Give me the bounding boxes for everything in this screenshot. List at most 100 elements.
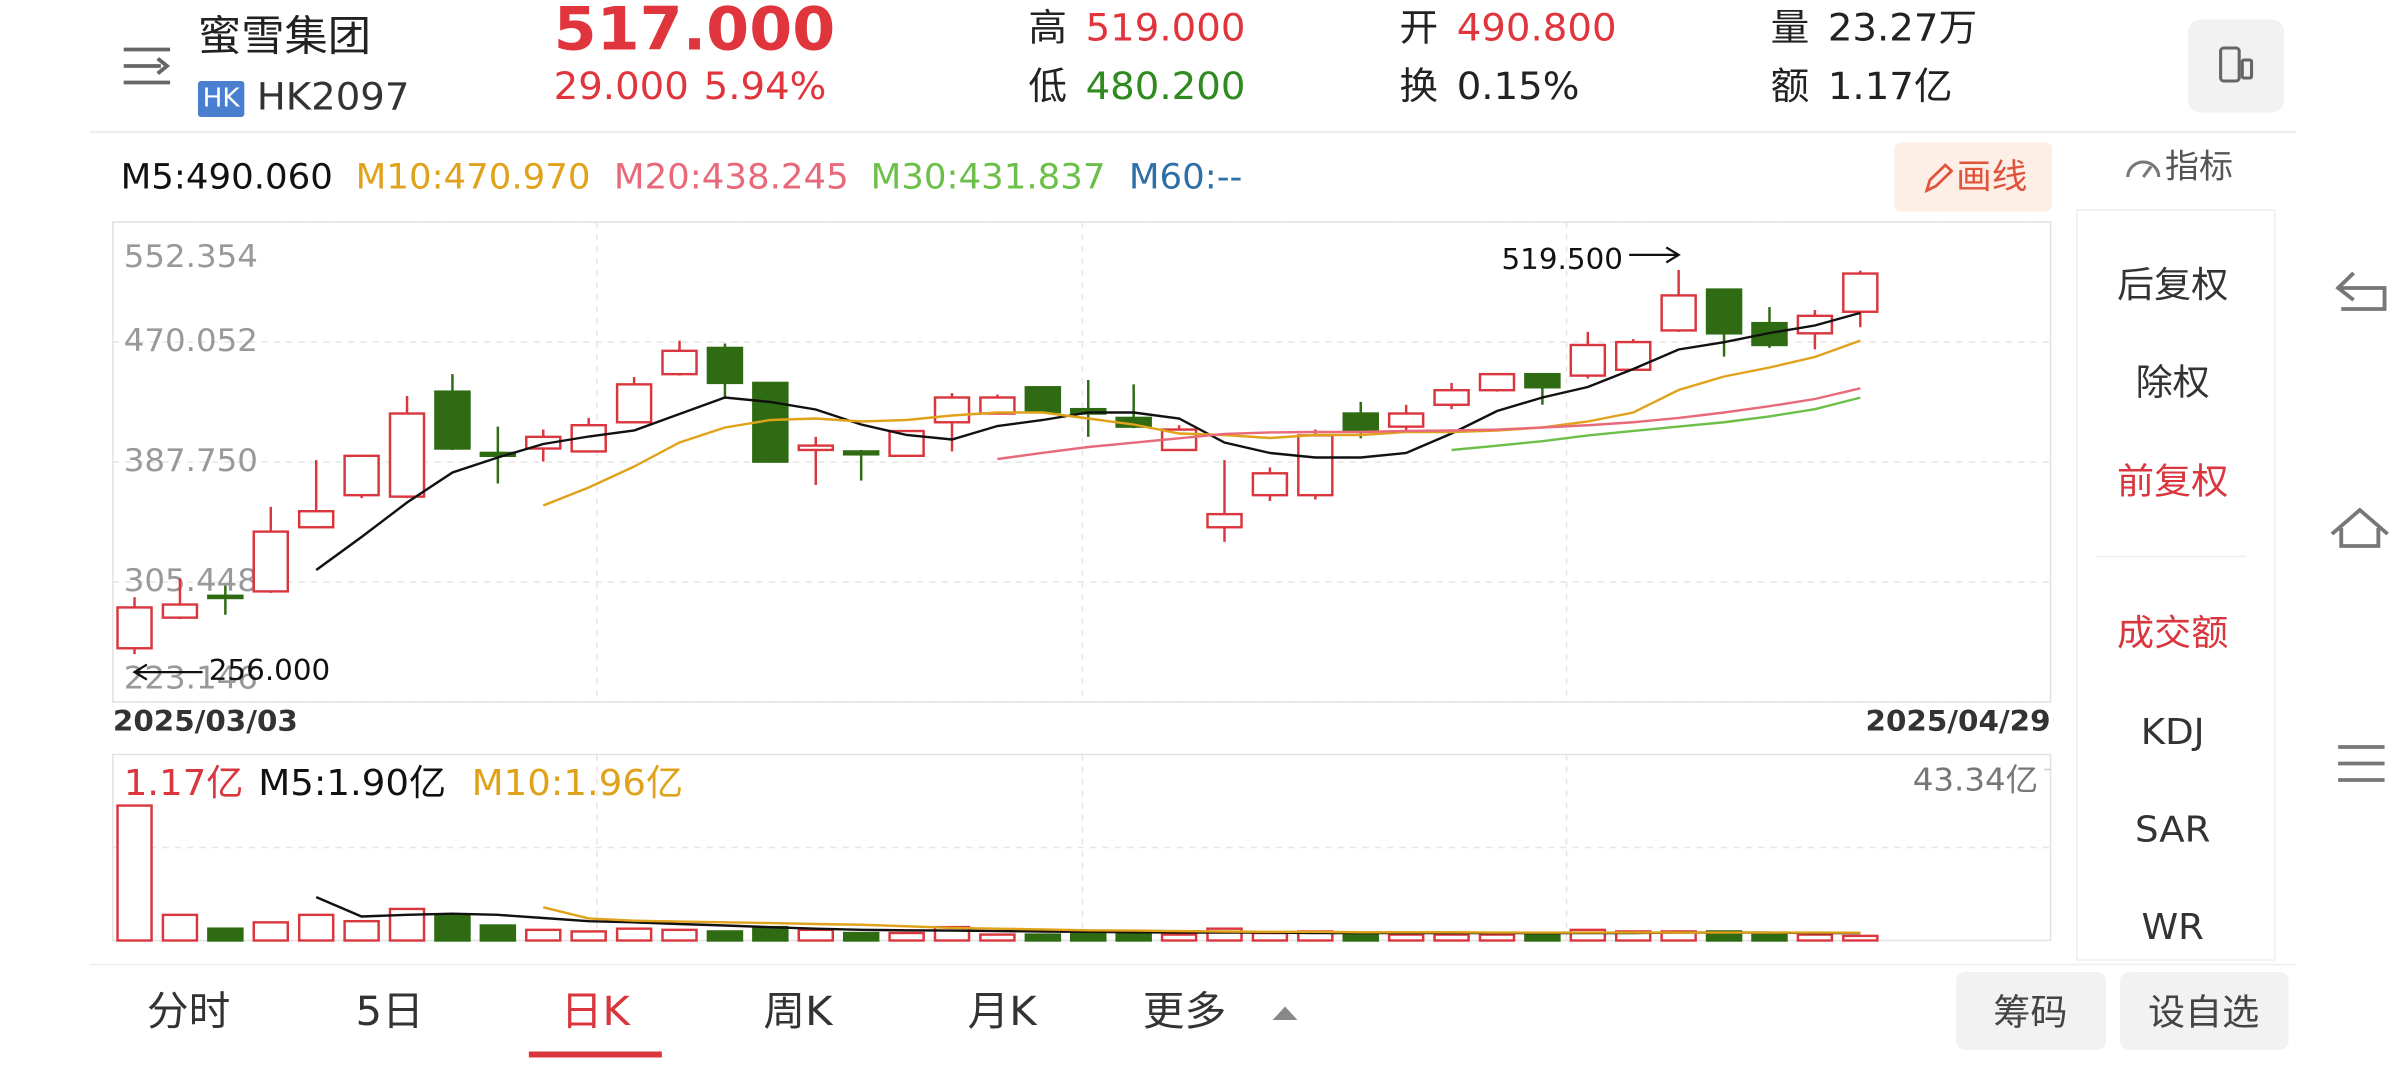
stat-label: 量 <box>1771 6 1810 49</box>
stat-value: 0.15% <box>1457 64 1580 107</box>
ma-legend: M30:431.837 <box>871 157 1106 197</box>
home-icon[interactable] <box>2330 507 2389 548</box>
side-menu-item[interactable]: 除权 <box>2136 361 2210 403</box>
side-menu-item[interactable]: 成交额 <box>2117 611 2228 653</box>
volume-bar <box>116 804 153 942</box>
candle-body <box>1342 412 1379 433</box>
volume-bar <box>1024 933 1062 942</box>
volume-bar <box>752 925 789 942</box>
tab[interactable]: 分时 <box>147 987 231 1034</box>
chip-button[interactable] <box>1956 972 2107 1050</box>
tab[interactable]: 更多 <box>1143 987 1227 1034</box>
ma-legend: M20:438.245 <box>614 157 849 197</box>
chip-button-text: 筹码 <box>1993 991 2067 1033</box>
phone-icon <box>2219 46 2254 83</box>
landscape-button[interactable] <box>2188 19 2285 113</box>
candle-body <box>1387 412 1425 428</box>
volume-bar <box>570 930 607 942</box>
indicator-button[interactable]: 指标 <box>2165 147 2233 185</box>
candle-body <box>661 349 698 376</box>
draw-button-text: 画线 <box>1956 157 2027 197</box>
candle-body <box>1614 340 1652 371</box>
tab[interactable]: 周K <box>763 987 833 1034</box>
volume-bar <box>1070 931 1107 942</box>
gauge-icon <box>2126 160 2161 178</box>
volume-bar <box>1796 933 1834 942</box>
stat-value: 519.000 <box>1086 6 1246 49</box>
side-menu-item[interactable]: 前复权 <box>2117 460 2228 502</box>
pencil-icon <box>1924 163 1954 194</box>
candle-body <box>797 444 835 452</box>
volume-bar <box>1387 933 1425 942</box>
market-badge <box>197 81 245 117</box>
menu-icon[interactable] <box>123 47 171 85</box>
tab-underline <box>528 1051 662 1058</box>
candle-body <box>525 435 562 450</box>
draw-button[interactable] <box>1894 142 2053 212</box>
watchlist-button[interactable] <box>2120 972 2289 1050</box>
stat-label: 高 <box>1028 6 1067 49</box>
volume-ma-line <box>542 906 1861 934</box>
volume-legend: 1.17亿 <box>124 761 244 803</box>
ma-legend: M60:-- <box>1129 157 1243 197</box>
side-menu-item[interactable]: KDJ <box>2141 710 2205 752</box>
candle-body <box>1842 272 1879 313</box>
y-tick-label: 305.448 <box>124 561 258 598</box>
ma-line <box>315 311 1861 571</box>
volume-bar <box>1115 931 1152 942</box>
candle-body <box>343 454 380 497</box>
stat-label: 低 <box>1028 64 1067 107</box>
low-annotation: 256.000 <box>209 653 330 686</box>
y-tick-label: 470.052 <box>124 321 258 358</box>
side-menu-item[interactable]: 后复权 <box>2117 263 2228 305</box>
more-arrow <box>1272 1006 1298 1020</box>
candle-body <box>116 606 153 650</box>
high-arrow <box>1629 246 1681 264</box>
volume-bar <box>252 921 290 942</box>
volume-bar <box>888 931 925 942</box>
start-date: 2025/03/03 <box>113 704 298 737</box>
volume-bar <box>1251 931 1289 942</box>
ma-line <box>542 339 1861 507</box>
back-icon[interactable] <box>2335 271 2387 311</box>
candle-body <box>1206 512 1243 529</box>
volume-bar <box>1160 933 1198 942</box>
volume-bar <box>434 913 471 942</box>
tab[interactable]: 5日 <box>356 987 424 1034</box>
recent-icon[interactable] <box>2338 745 2385 782</box>
candle-body <box>752 381 789 463</box>
side-panel <box>2076 209 2276 961</box>
stat-label: 换 <box>1399 64 1438 107</box>
volume-bar <box>207 927 244 942</box>
stat-value: 480.200 <box>1086 64 1246 107</box>
volume-bar <box>706 930 744 942</box>
side-menu-item[interactable]: SAR <box>2135 808 2210 850</box>
side-menu-item[interactable]: WR <box>2141 905 2203 947</box>
volume-tick-label: 43.34亿 <box>1913 761 2038 798</box>
gauge-needle <box>2142 165 2153 178</box>
ma-line <box>1451 396 1861 452</box>
candle-body <box>1478 372 1516 392</box>
stock-code: HK2097 <box>257 75 410 118</box>
tab[interactable]: 日K <box>561 987 631 1034</box>
price-change-pct: 5.94% <box>704 64 827 107</box>
volume-bar <box>1842 934 1879 942</box>
stat-label: 额 <box>1771 64 1810 107</box>
volume-bar <box>842 931 880 942</box>
stat-value: 23.27万 <box>1828 6 1977 49</box>
candle-body <box>1705 288 1743 335</box>
candle-body <box>842 450 880 456</box>
volume-bar <box>615 927 653 942</box>
volume-bar <box>343 919 380 942</box>
low-arrow <box>132 663 203 681</box>
tab[interactable]: 月K <box>968 987 1038 1034</box>
volume-bar <box>661 928 698 942</box>
candle-body <box>388 412 426 498</box>
candle-body <box>1024 386 1062 414</box>
candle-body <box>1524 372 1561 389</box>
candle-body <box>434 390 471 450</box>
candle-body <box>252 530 290 593</box>
candle-body <box>207 594 244 600</box>
